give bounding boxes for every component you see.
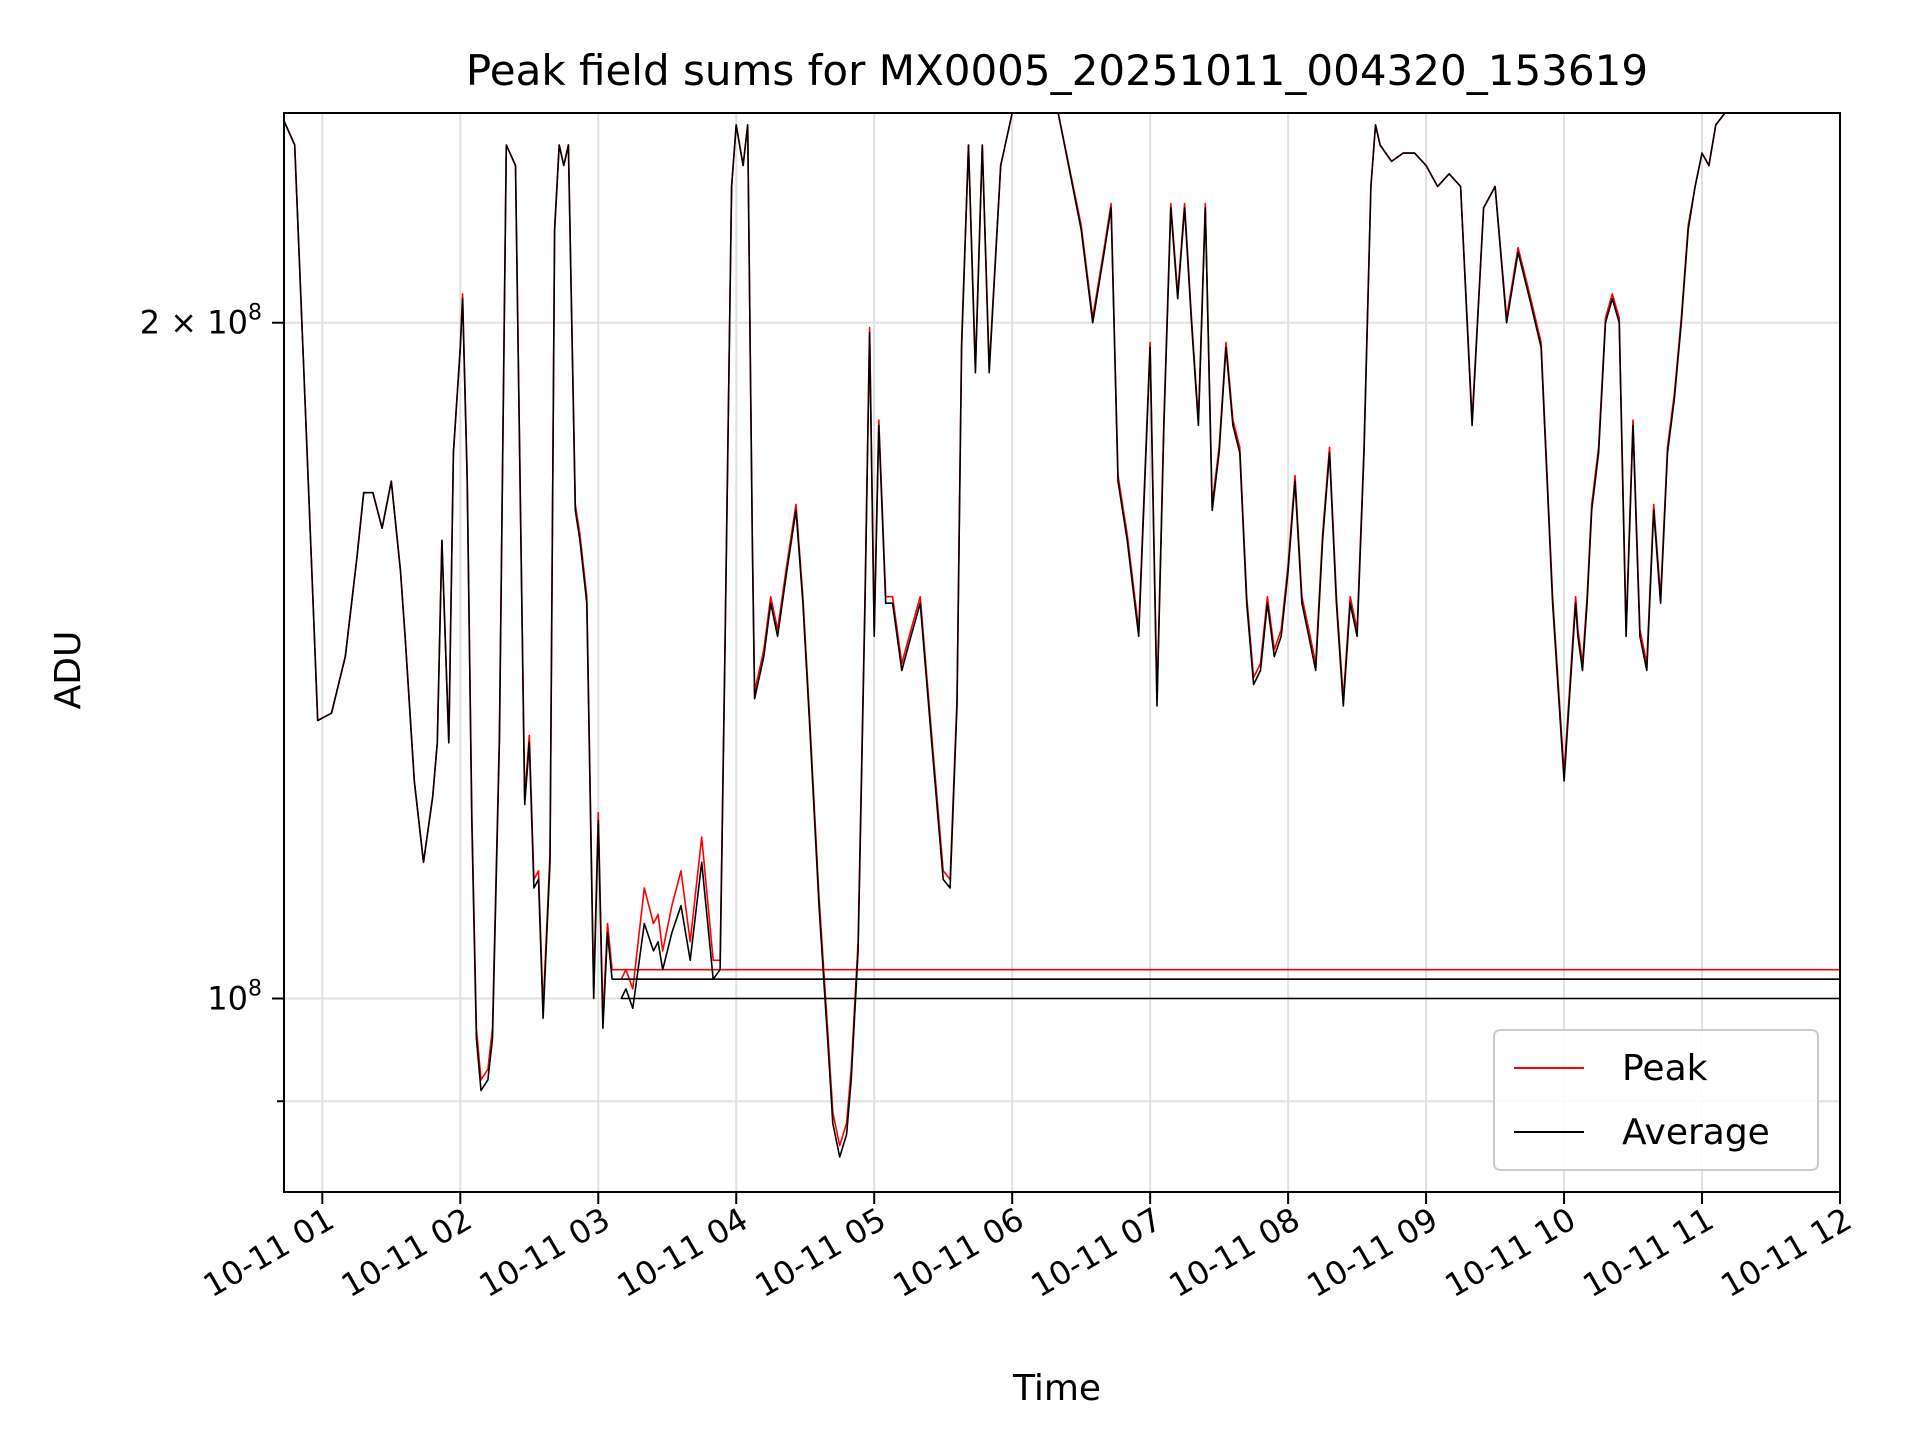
y-axis: 2 × 108 108 (140, 301, 284, 1103)
legend-label-average: Average (1622, 1112, 1770, 1153)
x-axis-label: Time (1012, 1368, 1101, 1409)
y-tick-label: 2 × 108 (140, 301, 262, 342)
grid (284, 113, 1841, 1192)
chart-title: Peak field sums for MX0005_20251011_0043… (466, 46, 1648, 95)
y-tick-label: 108 (207, 977, 262, 1018)
legend: Peak Average (1493, 1029, 1819, 1171)
legend-box (1493, 1029, 1819, 1171)
y-axis-label: ADU (48, 631, 89, 710)
plot-frame (283, 112, 1841, 1193)
legend-label-peak: Peak (1622, 1048, 1708, 1089)
